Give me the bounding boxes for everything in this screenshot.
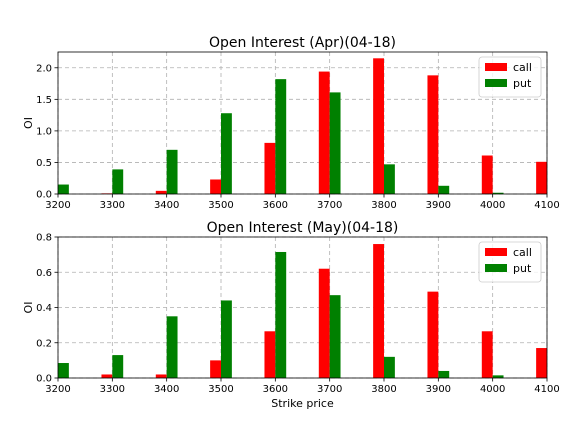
bar-call-3300	[101, 374, 113, 378]
bar-put-3400	[166, 149, 178, 194]
x-tick-label: 3200	[45, 200, 70, 211]
x-tick-label: 3900	[426, 200, 451, 211]
bar-call-4100	[536, 348, 547, 378]
bar-call-4000	[481, 331, 493, 378]
y-tick-label: 1.0	[36, 126, 52, 137]
bar-put-3300	[112, 355, 124, 378]
bar-call-3600	[264, 331, 276, 378]
x-tick-label: 4000	[480, 200, 505, 211]
bar-put-3200	[58, 363, 69, 378]
x-tick-label: 4100	[534, 200, 559, 211]
chart-apr: 3200 3300 3400 3500 3600 3700 3800 3900 4000 4100…	[22, 35, 560, 211]
bars	[58, 58, 547, 194]
y-tick-label: 0.0	[36, 190, 52, 201]
bar-put-3800	[384, 164, 395, 194]
bar-call-4100	[536, 161, 547, 194]
x-tick-label: 3400	[154, 384, 179, 395]
bar-call-3400	[155, 374, 167, 378]
chart-title: Open Interest (Apr)(04-18)	[209, 35, 396, 51]
x-tick-label: 3600	[263, 200, 288, 211]
y-axis-label: OI	[22, 117, 35, 129]
bar-call-3400	[155, 190, 167, 194]
bar-put-3900	[438, 185, 450, 194]
bar-put-4000	[492, 375, 504, 378]
bar-call-3500	[210, 360, 221, 378]
legend-label-put: put	[513, 77, 532, 90]
legend-swatch-call	[485, 248, 507, 256]
chart-may: 3200 3300 3400 3500 3600 3700 3800 3900 4000 4100…	[22, 220, 560, 410]
y-tick-label: 0.8	[36, 233, 52, 244]
y-tick-label: 1.5	[36, 95, 52, 106]
bar-call-3800	[373, 58, 384, 194]
chart-title: Open Interest (May)(04-18)	[207, 220, 399, 236]
y-tick-label: 0.0	[36, 374, 52, 385]
x-tick-label: 3500	[208, 200, 233, 211]
legend-swatch-put	[485, 264, 507, 272]
y-tick-label: 0.2	[36, 338, 52, 349]
bar-put-3500	[221, 113, 232, 194]
bar-call-4000	[481, 155, 493, 194]
x-tick-label: 3300	[100, 384, 125, 395]
x-tick-label: 3300	[100, 200, 125, 211]
legend-swatch-put	[485, 79, 507, 87]
bar-put-3400	[166, 316, 178, 378]
legend-swatch-call	[485, 63, 507, 71]
x-axis-label: Strike price	[271, 397, 334, 410]
bar-call-3800	[373, 244, 384, 378]
legend-label-put: put	[513, 262, 532, 275]
bar-call-3700	[318, 71, 330, 194]
x-tick-label: 3500	[208, 384, 233, 395]
y-tick-label: 0.4	[36, 303, 52, 314]
y-axis-label: OI	[22, 302, 35, 314]
bar-put-3900	[438, 370, 450, 378]
x-tick-label: 3600	[263, 384, 288, 395]
x-tick-label: 4100	[534, 384, 559, 395]
legend-label-call: call	[513, 246, 532, 259]
bars	[58, 244, 547, 378]
bar-call-3700	[318, 268, 330, 378]
y-tick-label: 2.0	[36, 63, 52, 74]
bar-call-3500	[210, 179, 221, 194]
bar-put-3700	[329, 295, 341, 378]
bar-put-3500	[221, 300, 232, 378]
y-tick-label: 0.6	[36, 268, 52, 279]
legend-label-call: call	[513, 61, 532, 74]
bar-call-3900	[427, 75, 439, 194]
x-tick-label: 3700	[317, 200, 342, 211]
x-tick-label: 3900	[426, 384, 451, 395]
axes-frame	[57, 51, 548, 195]
x-tick-label: 3700	[317, 384, 342, 395]
bar-put-3600	[275, 251, 287, 378]
x-tick-label: 3400	[154, 200, 179, 211]
y-tick-label: 0.5	[36, 158, 52, 169]
bar-call-3900	[427, 291, 439, 378]
bar-put-3200	[58, 184, 69, 194]
x-tick-label: 3800	[371, 200, 396, 211]
x-tick-label: 3200	[45, 384, 70, 395]
bar-put-3600	[275, 79, 287, 194]
bar-put-3300	[112, 169, 124, 194]
bar-put-3800	[384, 356, 395, 378]
x-tick-label: 3800	[371, 384, 396, 395]
bar-put-3700	[329, 92, 341, 194]
bar-put-4000	[492, 192, 504, 194]
bar-call-3600	[264, 142, 276, 194]
x-tick-label: 4000	[480, 384, 505, 395]
